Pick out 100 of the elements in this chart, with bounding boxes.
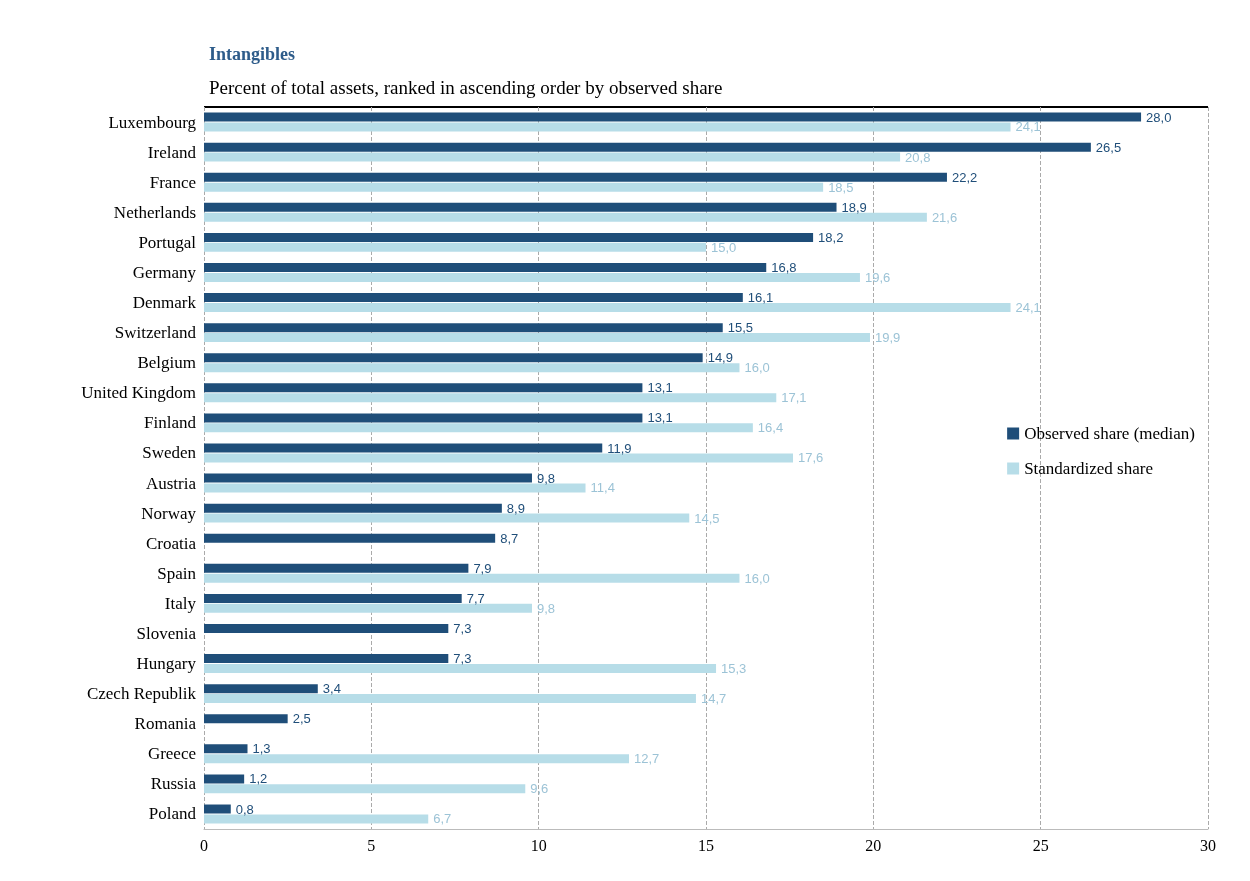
bar xyxy=(204,333,870,343)
data-label: 24,1 xyxy=(1015,299,1041,315)
y-tick-label: Slovenia xyxy=(136,623,197,643)
bar xyxy=(204,453,794,463)
data-label: 3,4 xyxy=(322,681,341,697)
x-tick-label: 30 xyxy=(1200,836,1216,854)
bar xyxy=(204,744,248,754)
bar xyxy=(204,323,723,333)
data-label: 6,7 xyxy=(433,811,452,827)
x-tick-label: 15 xyxy=(698,836,714,854)
y-tick-label: United Kingdom xyxy=(81,383,196,403)
data-label: 14,5 xyxy=(694,510,720,526)
y-tick-label: Norway xyxy=(141,503,197,523)
bar xyxy=(204,694,696,704)
data-label: 2,5 xyxy=(292,711,311,727)
bar xyxy=(204,242,706,252)
data-label: 15,3 xyxy=(721,660,747,676)
bar xyxy=(204,152,901,162)
data-label: 0,8 xyxy=(235,801,254,817)
data-label: 18,2 xyxy=(818,229,844,245)
data-label: 16,0 xyxy=(744,570,770,586)
bar xyxy=(204,774,245,784)
data-label: 9,6 xyxy=(530,781,549,797)
bar xyxy=(204,754,630,764)
data-label: 8,7 xyxy=(500,530,519,546)
y-tick-label: Poland xyxy=(148,804,197,824)
x-tick-label: 10 xyxy=(530,836,547,854)
bar xyxy=(204,624,449,634)
data-label: 13,1 xyxy=(647,380,673,396)
y-tick-label: Finland xyxy=(144,413,197,433)
y-tick-label: Sweden xyxy=(142,443,197,463)
data-label: 7,7 xyxy=(466,590,485,606)
x-tick-label: 0 xyxy=(200,836,208,854)
y-tick-label: Spain xyxy=(157,563,197,583)
y-tick-label: Croatia xyxy=(145,533,197,553)
bar xyxy=(204,232,814,242)
legend-label: Standardized share xyxy=(1024,459,1153,478)
y-tick-label: Ireland xyxy=(147,142,197,162)
data-label: 22,2 xyxy=(951,169,978,185)
y-tick-label: Hungary xyxy=(136,654,197,674)
data-label: 14,9 xyxy=(707,350,733,366)
data-label: 16,4 xyxy=(757,420,784,436)
bar xyxy=(204,714,288,724)
data-label: 15,0 xyxy=(711,239,737,255)
bar xyxy=(204,393,777,403)
bar xyxy=(204,182,824,192)
bar xyxy=(204,784,526,794)
data-label: 1,3 xyxy=(252,741,271,757)
data-label: 9,8 xyxy=(536,470,556,486)
bar xyxy=(204,563,469,573)
data-label: 7,3 xyxy=(453,651,472,667)
data-label: 16,8 xyxy=(771,260,797,276)
y-tick-label: Greece xyxy=(147,744,196,764)
data-label: 28,0 xyxy=(1146,109,1172,125)
bar xyxy=(204,363,740,373)
y-tick-label: Netherlands xyxy=(113,202,196,222)
bar xyxy=(204,353,703,363)
chart-title: Intangibles xyxy=(209,44,296,64)
bar xyxy=(204,293,743,303)
bar xyxy=(204,654,449,664)
y-tick-label: France xyxy=(149,172,196,192)
data-label: 17,6 xyxy=(798,450,824,466)
data-label: 7,9 xyxy=(473,560,492,576)
data-label: 1,2 xyxy=(249,771,268,787)
bar xyxy=(204,122,1011,132)
bar xyxy=(204,272,860,282)
y-tick-label: Denmark xyxy=(132,293,197,313)
data-label: 24,1 xyxy=(1015,119,1041,135)
bar xyxy=(204,112,1142,122)
bar xyxy=(204,302,1011,312)
bar xyxy=(204,814,429,824)
bar xyxy=(204,503,502,513)
data-label: 7,3 xyxy=(453,621,472,637)
bar xyxy=(204,423,753,433)
bar xyxy=(204,383,643,393)
y-tick-label: Germany xyxy=(132,262,197,282)
y-tick-label: Portugal xyxy=(138,232,197,252)
bar xyxy=(204,212,927,222)
bar xyxy=(204,172,947,182)
bar xyxy=(204,804,231,814)
bar xyxy=(204,202,837,212)
data-label: 14,7 xyxy=(700,691,727,707)
data-label: 12,7 xyxy=(634,751,660,767)
y-tick-label: Romania xyxy=(134,714,197,734)
y-tick-label: Italy xyxy=(164,593,197,613)
bar xyxy=(204,533,496,543)
bar xyxy=(204,142,1091,152)
bar xyxy=(204,443,603,453)
x-tick-label: 5 xyxy=(367,836,376,854)
data-label: 17,1 xyxy=(781,390,807,406)
y-tick-label: Russia xyxy=(150,774,197,794)
bar xyxy=(204,593,462,603)
data-label: 11,9 xyxy=(607,440,632,456)
bar xyxy=(204,413,643,423)
bar xyxy=(204,483,586,493)
y-tick-label: Austria xyxy=(145,473,197,493)
bar xyxy=(204,473,532,483)
data-label: 20,8 xyxy=(905,149,931,165)
data-label: 11,4 xyxy=(590,480,615,496)
data-label: 18,5 xyxy=(828,179,854,195)
